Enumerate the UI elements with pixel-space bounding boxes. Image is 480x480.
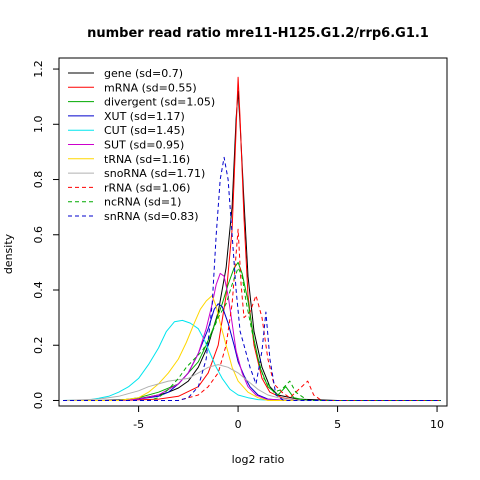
series-line — [63, 76, 441, 401]
x-tick-label: 5 — [334, 418, 341, 431]
legend-label: snRNA (sd=0.83) — [104, 210, 199, 223]
y-axis-label: density — [2, 233, 15, 274]
series-line — [63, 90, 441, 401]
series-line — [63, 267, 441, 401]
series-line — [63, 303, 441, 401]
series-line — [63, 228, 441, 401]
y-tick-label: 0.6 — [32, 226, 45, 244]
x-axis: -5 0 5 10 — [133, 406, 444, 431]
y-tick-label: 0.8 — [32, 171, 45, 189]
plot-frame — [58, 57, 448, 407]
y-tick-label: 0.4 — [32, 281, 45, 299]
legend-label: ncRNA (sd=1) — [104, 196, 181, 209]
chart-title: number read ratio mre11-H125.G1.2/rrp6.G… — [87, 26, 429, 41]
y-tick-label: 1.2 — [32, 60, 45, 78]
legend-label: SUT (sd=0.95) — [104, 139, 184, 152]
series-layer — [62, 76, 441, 401]
y-axis: 0.0 0.2 0.4 0.6 0.8 1.0 1.2 — [32, 60, 59, 409]
y-tick-label: 0.2 — [32, 336, 45, 354]
y-tick-label: 0.0 — [32, 392, 45, 410]
legend-label: CUT (sd=1.45) — [104, 124, 185, 137]
x-tick-label: -5 — [133, 418, 144, 431]
legend-label: divergent (sd=1.05) — [104, 96, 215, 109]
series-line — [63, 272, 441, 401]
series-line — [63, 261, 441, 401]
legend-label: XUT (sd=1.17) — [104, 110, 185, 123]
x-axis-label: log2 ratio — [232, 453, 285, 466]
series-line — [63, 156, 441, 401]
legend-label: gene (sd=0.7) — [104, 67, 183, 80]
series-line — [62, 364, 441, 401]
x-tick-label: 10 — [430, 418, 444, 431]
legend: gene (sd=0.7)mRNA (sd=0.55) divergent (sd… — [68, 67, 215, 223]
legend-label: tRNA (sd=1.16) — [104, 153, 190, 166]
legend-label: rRNA (sd=1.06) — [104, 181, 190, 194]
series-line — [62, 319, 441, 401]
series-line — [63, 295, 441, 401]
legend-label: snoRNA (sd=1.71) — [104, 167, 205, 180]
y-tick-label: 1.0 — [32, 116, 45, 133]
x-tick-label: 0 — [235, 418, 242, 431]
legend-label: mRNA (sd=0.55) — [104, 81, 197, 94]
